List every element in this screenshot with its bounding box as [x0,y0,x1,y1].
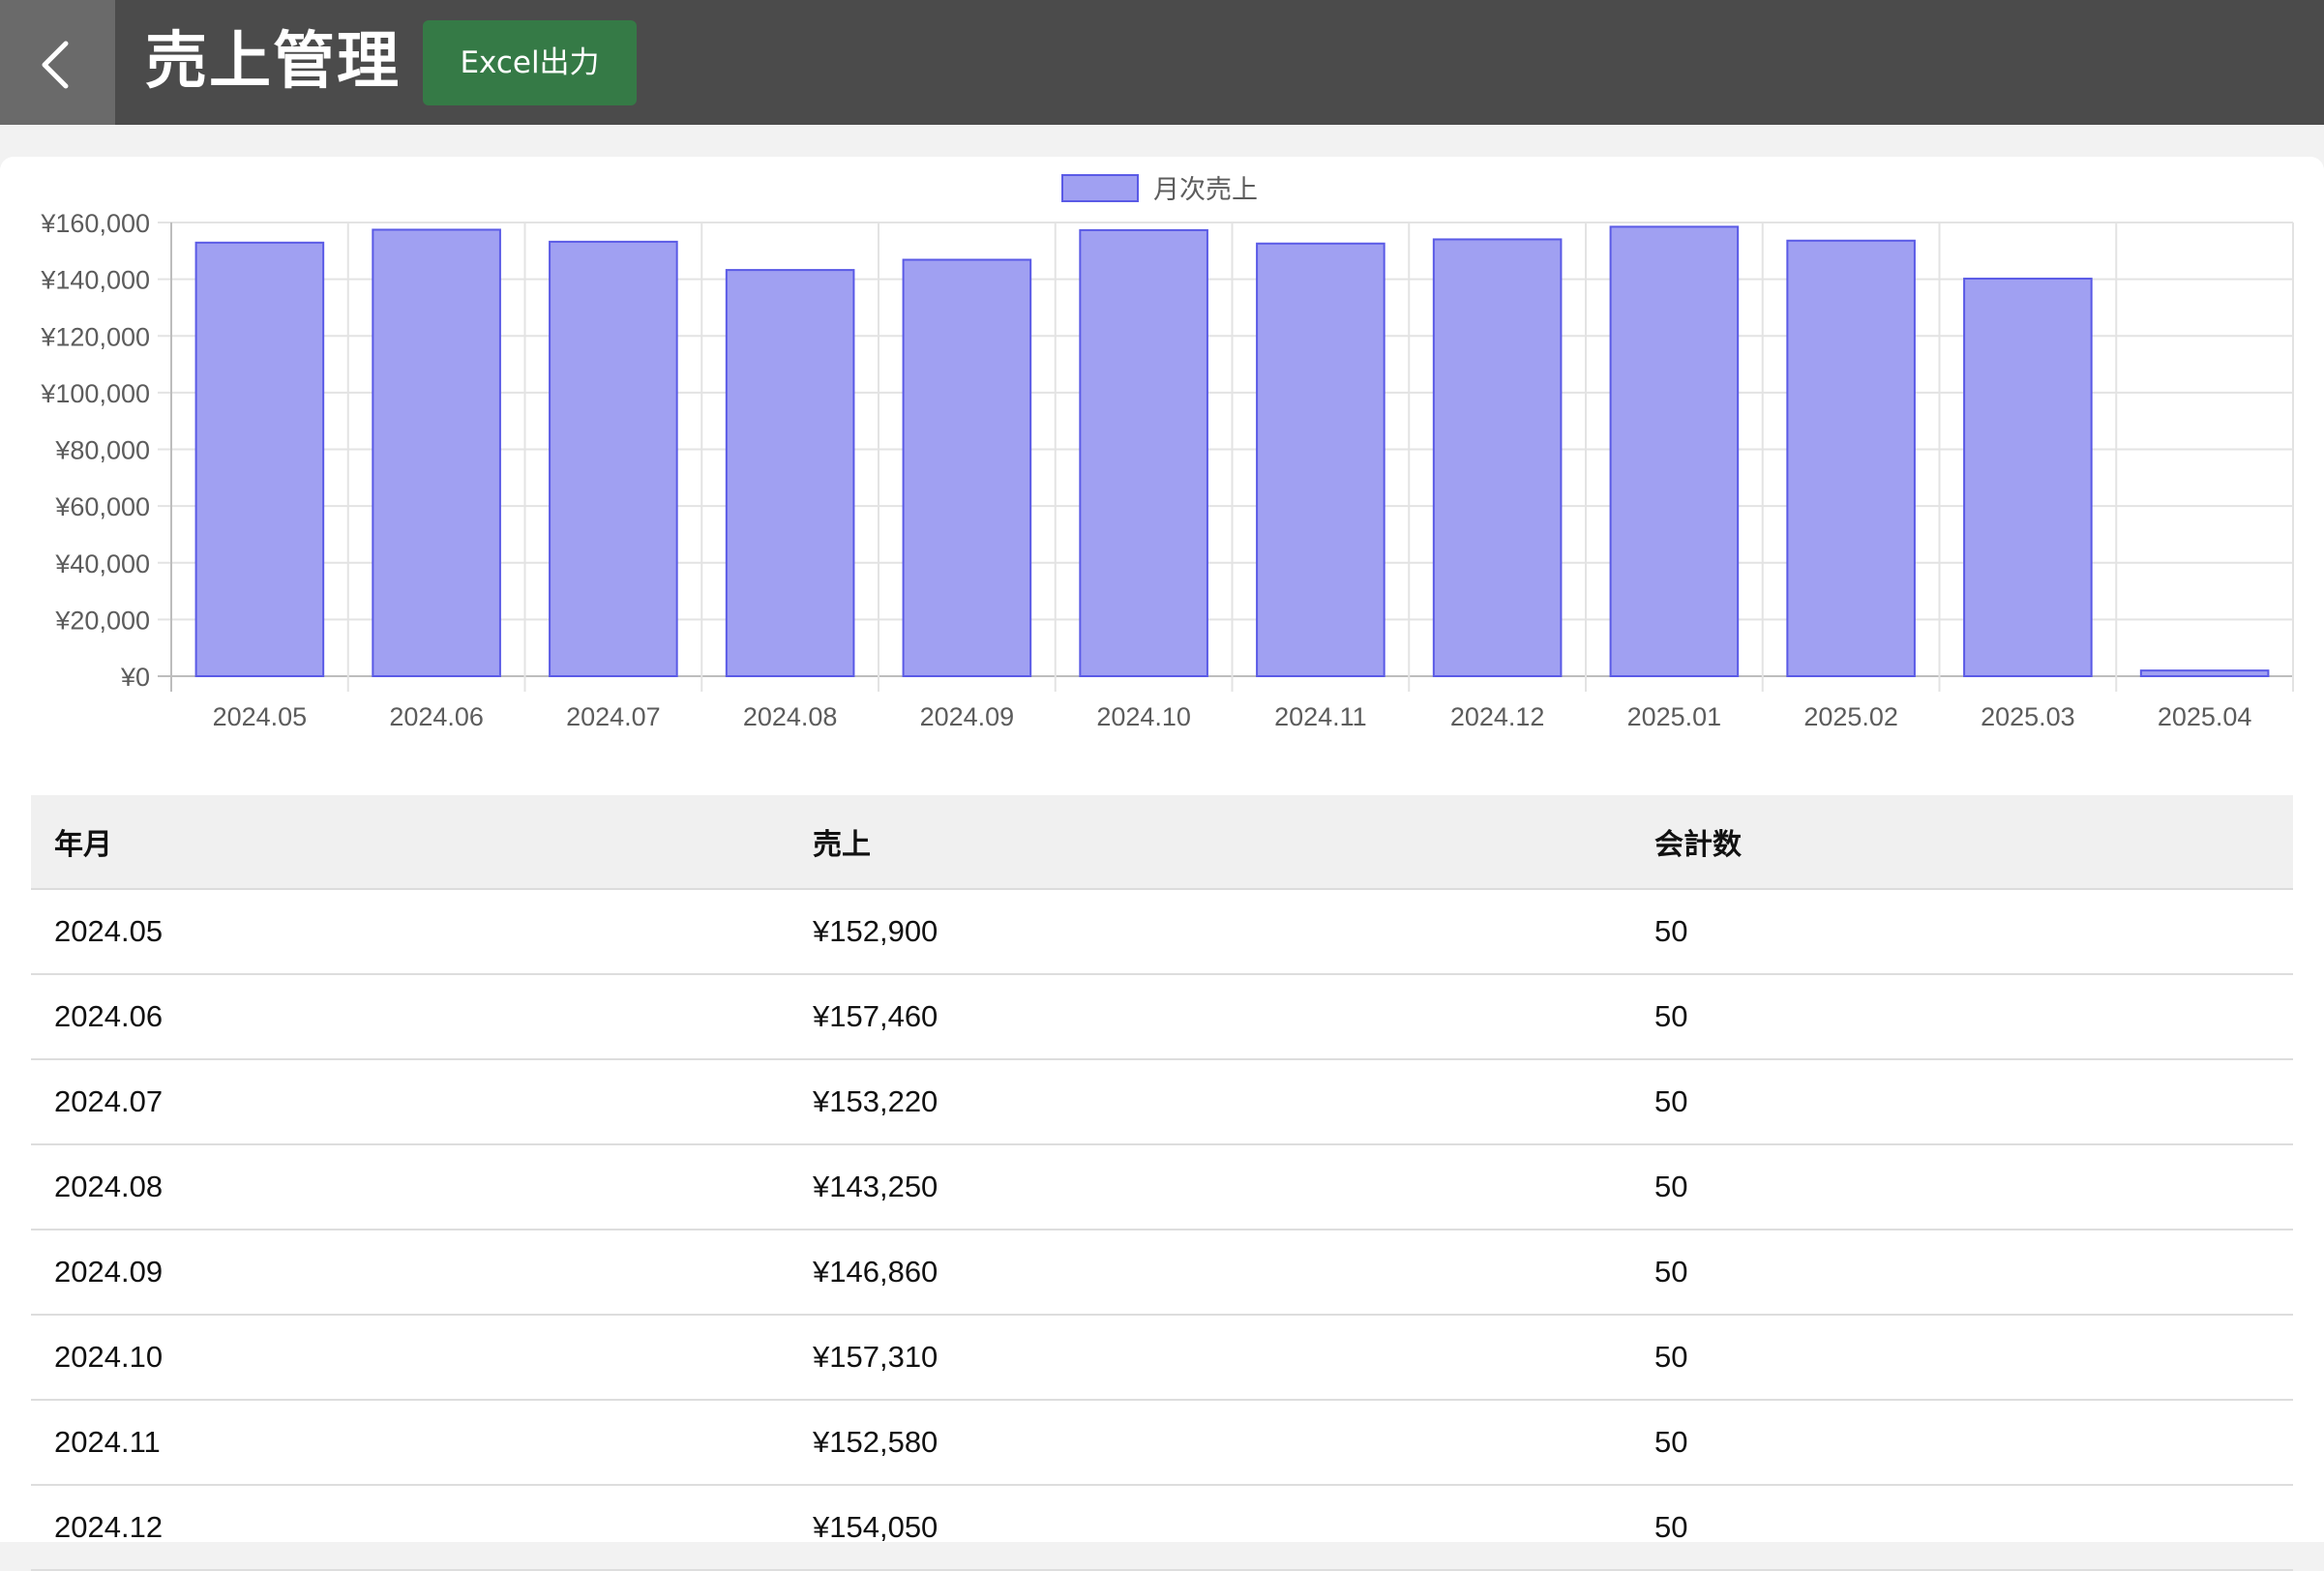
x-tick-label: 2024.08 [743,702,838,731]
column-header-count: 会計数 [1631,795,2293,890]
bar-2025.03 [1963,278,2093,677]
table-row: 2024.06 ¥157,460 50 [31,974,2293,1060]
bar-2025.02 [1786,239,1916,677]
chevron-left-icon [42,41,69,89]
y-tick-label: ¥20,000 [54,606,150,635]
y-tick-label: ¥100,000 [40,379,150,408]
x-tick-label: 2025.02 [1803,702,1898,731]
cell-sales: ¥157,310 [790,1315,1631,1401]
sales-table: 年月 売上 会計数 2024.05 ¥152,900 50 2024.06 ¥1… [31,795,2293,1571]
cell-sales: ¥152,900 [790,889,1631,975]
cell-sales: ¥152,580 [790,1400,1631,1486]
y-tick-label: ¥60,000 [54,492,150,521]
x-tick-label: 2025.03 [1981,702,2075,731]
cell-month: 2024.12 [31,1485,790,1571]
app-header: 売上管理 Excel出力 [0,0,2324,125]
bar-2024.10 [1079,228,1208,677]
cell-sales: ¥143,250 [790,1144,1631,1230]
x-tick-label: 2024.10 [1096,702,1191,731]
cell-sales: ¥146,860 [790,1230,1631,1316]
monthly-sales-chart: ¥0 ¥20,000 ¥40,000 ¥60,000 ¥80,000 ¥100,000 ¥1… [40,174,2294,731]
x-tick-label: 2024.09 [920,702,1015,731]
column-header-month: 年月 [31,795,790,890]
y-tick-label: ¥0 [120,663,150,692]
table-row: 2024.05 ¥152,900 50 [31,889,2293,975]
cell-count: 50 [1631,889,2293,975]
cell-count: 50 [1631,1315,2293,1401]
column-header-sales: 売上 [790,795,1631,890]
y-tick-label: ¥80,000 [54,436,150,465]
content-panel: ¥0 ¥20,000 ¥40,000 ¥60,000 ¥80,000 ¥100,000 ¥1… [0,157,2324,1571]
x-tick-label: 2024.05 [213,702,308,731]
table-row: 2024.08 ¥143,250 50 [31,1144,2293,1230]
page-title: 売上管理 [145,26,401,98]
cell-month: 2024.07 [31,1059,790,1145]
y-tick-label: ¥140,000 [40,266,150,295]
cell-month: 2024.06 [31,974,790,1060]
table-row: 2024.10 ¥157,310 50 [31,1315,2293,1401]
y-tick-label: ¥40,000 [54,549,150,578]
bar-2024.08 [725,269,855,677]
x-tick-label: 2025.01 [1627,702,1722,731]
cell-month: 2024.08 [31,1144,790,1230]
bar-2024.11 [1256,242,1385,677]
bar-2024.07 [549,240,678,678]
excel-export-button[interactable]: Excel出力 [423,20,637,105]
table-header-row: 年月 売上 会計数 [31,795,2293,890]
table-row: 2024.11 ¥152,580 50 [31,1400,2293,1486]
legend-label: 月次売上 [1153,175,1258,205]
cell-month: 2024.11 [31,1400,790,1486]
cell-sales: ¥157,460 [790,974,1631,1060]
x-tick-label: 2024.07 [566,702,661,731]
bar-2025.01 [1609,225,1740,677]
table-row: 2024.12 ¥154,050 50 [31,1485,2293,1571]
bar-2024.06 [372,228,501,677]
legend-swatch [1061,174,1139,202]
cell-month: 2024.05 [31,889,790,975]
cell-count: 50 [1631,1059,2293,1145]
cell-sales: ¥154,050 [790,1485,1631,1571]
bar-2025.04 [2139,669,2270,678]
y-tick-label: ¥160,000 [40,209,150,238]
table-row: 2024.09 ¥146,860 50 [31,1230,2293,1316]
cell-count: 50 [1631,974,2293,1060]
x-tick-label: 2024.11 [1274,702,1367,731]
cell-count: 50 [1631,1485,2293,1571]
x-tick-label: 2024.12 [1450,702,1545,731]
x-tick-label: 2024.06 [389,702,484,731]
back-button[interactable] [0,0,115,125]
cell-count: 50 [1631,1230,2293,1316]
cell-month: 2024.09 [31,1230,790,1316]
cell-month: 2024.10 [31,1315,790,1401]
table-row: 2024.07 ¥153,220 50 [31,1059,2293,1145]
cell-sales: ¥153,220 [790,1059,1631,1145]
cell-count: 50 [1631,1400,2293,1486]
bar-2024.09 [902,258,1032,677]
bar-2024.05 [194,241,325,677]
y-tick-label: ¥120,000 [40,322,150,351]
x-tick-label: 2025.04 [2158,702,2252,731]
bar-2024.12 [1432,238,1563,677]
cell-count: 50 [1631,1144,2293,1230]
